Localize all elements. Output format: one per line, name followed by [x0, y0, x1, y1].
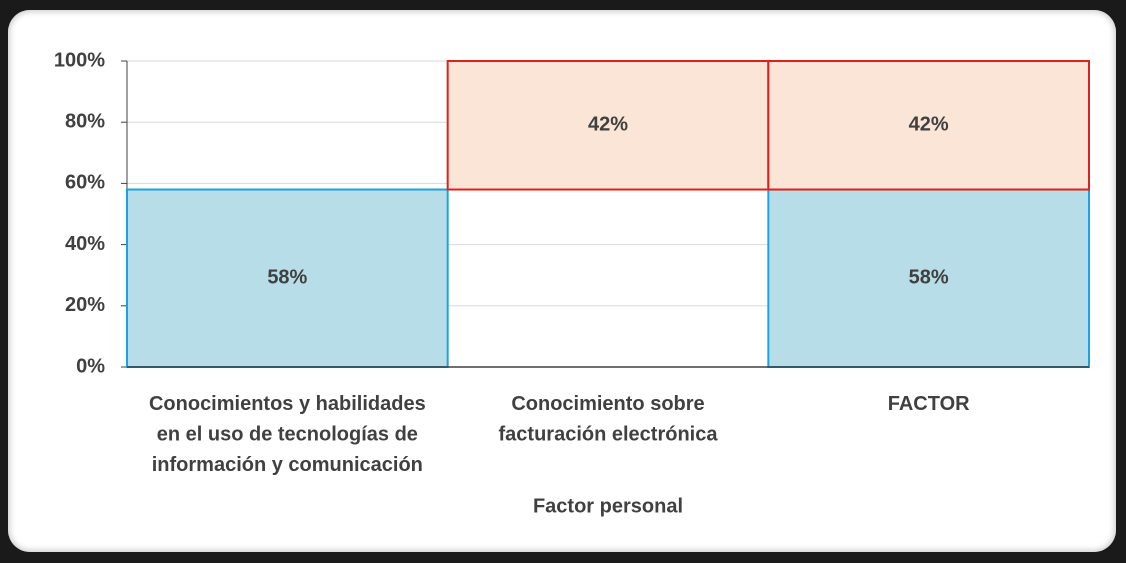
value-label: 42%: [909, 114, 949, 136]
x-tick-label-line: FACTOR: [888, 393, 970, 415]
x-axis-title: Factor personal: [533, 495, 683, 517]
x-tick-label: FACTOR: [888, 393, 970, 415]
bar-segment: [126, 188, 449, 368]
x-tick-label-line: en el uso de tecnologías de: [157, 424, 418, 446]
bar-segment: [446, 60, 770, 191]
x-tick-label-line: Conocimientos y habilidades: [149, 393, 426, 415]
y-tick-label: 40%: [65, 233, 105, 255]
x-tick-label: Conocimientos y habilidades en el uso de …: [149, 393, 426, 476]
y-tick-label: 60%: [65, 172, 105, 194]
value-label: 58%: [909, 267, 949, 289]
x-tick-label: Conocimiento sobre facturación electrónic…: [499, 393, 719, 446]
bar-segment: [767, 60, 1090, 191]
x-tick-label-line: Conocimiento sobre: [511, 393, 704, 415]
value-label: 42%: [588, 114, 628, 136]
y-tick-label: 20%: [65, 294, 105, 316]
x-tick-label-line: facturación electrónica: [499, 424, 719, 446]
y-tick-label: 0%: [76, 355, 105, 377]
value-label: 58%: [267, 267, 307, 289]
x-tick-label-line: información y comunicación: [152, 454, 423, 476]
y-tick-label: 80%: [65, 110, 105, 132]
y-tick-label: 100%: [54, 49, 105, 71]
